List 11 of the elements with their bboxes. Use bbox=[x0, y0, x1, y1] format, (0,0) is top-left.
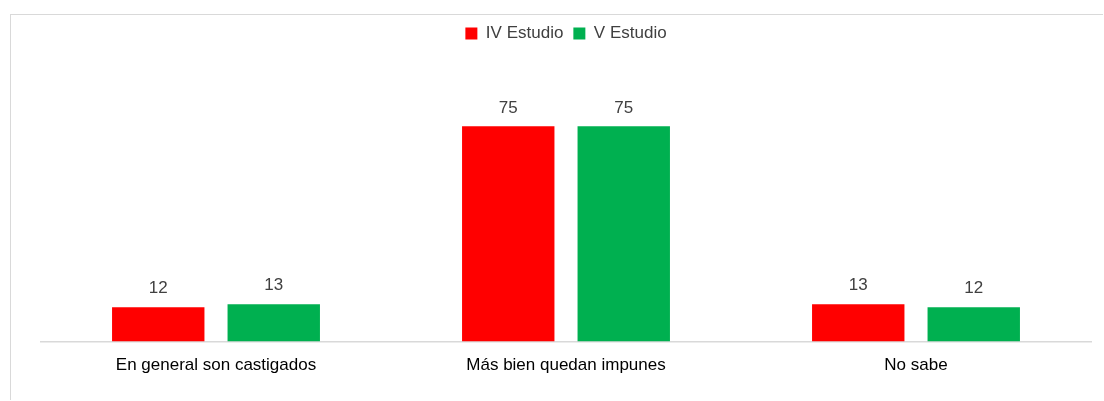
data-label: 12 bbox=[148, 278, 168, 298]
legend-label: IV Estudio bbox=[485, 23, 564, 43]
legend-label: V Estudio bbox=[593, 23, 667, 43]
x-tick-label: No sabe bbox=[884, 355, 948, 375]
data-label: 12 bbox=[964, 278, 984, 298]
x-tick-label: Más bien quedan impunes bbox=[466, 355, 666, 375]
x-tick-label: En general son castigados bbox=[115, 355, 317, 375]
data-label: 75 bbox=[498, 97, 518, 117]
data-label: 75 bbox=[614, 97, 634, 117]
data-label: 13 bbox=[848, 275, 868, 295]
data-label: 13 bbox=[264, 275, 284, 295]
